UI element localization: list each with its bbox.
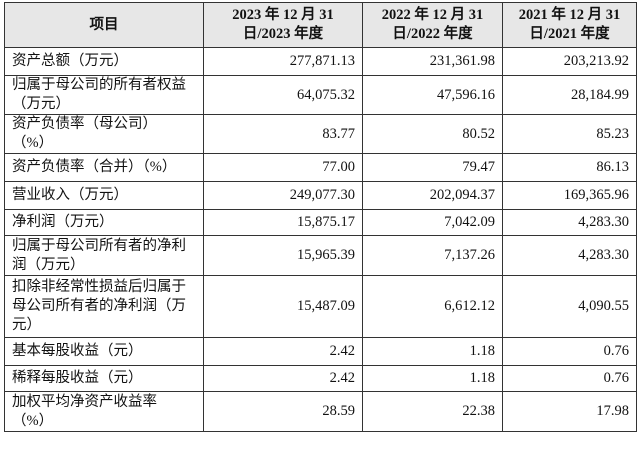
value-cell: 15,965.39 <box>203 235 363 276</box>
cell-line: 资产负债率（母公司） <box>12 116 157 132</box>
table-row: 归属于母公司所有者的净利 润（万元） 15,965.39 7,137.26 4,283.… <box>4 235 637 276</box>
value-cell: 202,094.37 <box>362 181 503 210</box>
header-cell: 项目 <box>4 2 204 48</box>
value-cell: 169,365.96 <box>502 181 637 210</box>
row-label: 归属于母公司的所有者权益 （万元） <box>4 75 204 115</box>
table-body: 资产总额（万元） 277,871.13 231,361.98 203,213.92 归属… <box>4 47 637 432</box>
value-cell: 6,612.12 <box>362 275 503 338</box>
value-cell: 15,875.17 <box>203 209 363 236</box>
cell-line: 2022 年 12 月 31 <box>381 7 484 23</box>
table-row: 扣除非经常性损益后归属于 母公司所有者的净利润（万 元） 15,487.09 6,612… <box>4 275 637 338</box>
cell-line: 资产总额（万元） <box>12 53 128 69</box>
financial-table: 项目 2023 年 12 月 31 日/2023 年度 2022 年 12 月 31 日… <box>4 2 637 432</box>
cell-line: 母公司所有者的净利润（万 <box>12 298 186 314</box>
table-row: 归属于母公司的所有者权益 （万元） 64,075.32 47,596.16 28,184… <box>4 75 637 115</box>
value-cell: 17.98 <box>502 391 637 432</box>
row-label: 基本每股收益（元） <box>4 337 204 366</box>
value-cell: 15,487.09 <box>203 275 363 338</box>
row-label: 资产总额（万元） <box>4 47 204 76</box>
cell-line: （万元） <box>12 96 70 112</box>
value-cell: 85.23 <box>502 114 637 154</box>
value-cell: 1.18 <box>362 337 503 366</box>
value-cell: 86.13 <box>502 153 637 182</box>
cell-line: 加权平均净资产收益率 <box>12 393 157 410</box>
row-label: 营业收入（万元） <box>4 181 204 210</box>
row-label: 稀释每股收益（元） <box>4 365 204 392</box>
cell-line: 稀释每股收益（元） <box>12 370 143 386</box>
value-cell: 277,871.13 <box>203 47 363 76</box>
cell-line: （%） <box>12 412 54 429</box>
row-label: 扣除非经常性损益后归属于 母公司所有者的净利润（万 元） <box>4 275 204 338</box>
cell-line: 归属于母公司所有者的净利 <box>12 237 186 254</box>
value-cell: 22.38 <box>362 391 503 432</box>
cell-line: 净利润（万元） <box>12 214 114 230</box>
value-cell: 231,361.98 <box>362 47 503 76</box>
value-cell: 4,283.30 <box>502 209 637 236</box>
value-cell: 28,184.99 <box>502 75 637 115</box>
value-cell: 28.59 <box>203 391 363 432</box>
cell-line: 日/2022 年度 <box>392 26 473 42</box>
cell-line: 项目 <box>89 16 119 33</box>
row-label: 归属于母公司所有者的净利 润（万元） <box>4 235 204 276</box>
value-cell: 0.76 <box>502 337 637 366</box>
cell-line: 扣除非经常性损益后归属于 <box>12 279 186 295</box>
value-cell: 7,042.09 <box>362 209 503 236</box>
cell-line: （%） <box>12 135 54 151</box>
value-cell: 2.42 <box>203 337 363 366</box>
value-cell: 0.76 <box>502 365 637 392</box>
cell-line: 2021 年 12 月 31 <box>518 7 621 23</box>
value-cell: 83.77 <box>203 114 363 154</box>
value-cell: 2.42 <box>203 365 363 392</box>
cell-line: 元） <box>12 317 41 333</box>
table-row: 资产总额（万元） 277,871.13 231,361.98 203,213.92 <box>4 47 637 76</box>
table-row: 资产负债率（母公司） （%） 83.77 80.52 85.23 <box>4 114 637 154</box>
cell-line: 日/2021 年度 <box>529 26 610 42</box>
cell-line: 归属于母公司的所有者权益 <box>12 77 186 93</box>
table-row: 基本每股收益（元） 2.42 1.18 0.76 <box>4 337 637 366</box>
header-cell: 2021 年 12 月 31 日/2021 年度 <box>502 2 637 48</box>
row-label: 净利润（万元） <box>4 209 204 236</box>
header-cell: 2022 年 12 月 31 日/2022 年度 <box>362 2 503 48</box>
value-cell: 4,283.30 <box>502 235 637 276</box>
cell-line: 润（万元） <box>12 256 85 273</box>
table-row: 加权平均净资产收益率 （%） 28.59 22.38 17.98 <box>4 391 637 432</box>
value-cell: 77.00 <box>203 153 363 182</box>
value-cell: 203,213.92 <box>502 47 637 76</box>
header-cell: 2023 年 12 月 31 日/2023 年度 <box>203 2 363 48</box>
table-row: 营业收入（万元） 249,077.30 202,094.37 169,365.96 <box>4 181 637 210</box>
table-row: 资产负债率（合并）（%） 77.00 79.47 86.13 <box>4 153 637 182</box>
table-row: 净利润（万元） 15,875.17 7,042.09 4,283.30 <box>4 209 637 236</box>
value-cell: 79.47 <box>362 153 503 182</box>
cell-line: 日/2023 年度 <box>242 26 324 42</box>
header-row: 项目 2023 年 12 月 31 日/2023 年度 2022 年 12 月 31 日… <box>4 2 637 48</box>
row-label: 加权平均净资产收益率 （%） <box>4 391 204 432</box>
cell-line: 营业收入（万元） <box>12 187 128 203</box>
value-cell: 64,075.32 <box>203 75 363 115</box>
cell-line: 资产负债率（合并）（%） <box>12 159 177 175</box>
value-cell: 47,596.16 <box>362 75 503 115</box>
value-cell: 4,090.55 <box>502 275 637 338</box>
value-cell: 80.52 <box>362 114 503 154</box>
cell-line: 基本每股收益（元） <box>12 343 143 359</box>
row-label: 资产负债率（母公司） （%） <box>4 114 204 154</box>
value-cell: 249,077.30 <box>203 181 363 210</box>
value-cell: 1.18 <box>362 365 503 392</box>
cell-line: 2023 年 12 月 31 <box>232 7 334 23</box>
value-cell: 7,137.26 <box>362 235 503 276</box>
row-label: 资产负债率（合并）（%） <box>4 153 204 182</box>
table-row: 稀释每股收益（元） 2.42 1.18 0.76 <box>4 365 637 392</box>
